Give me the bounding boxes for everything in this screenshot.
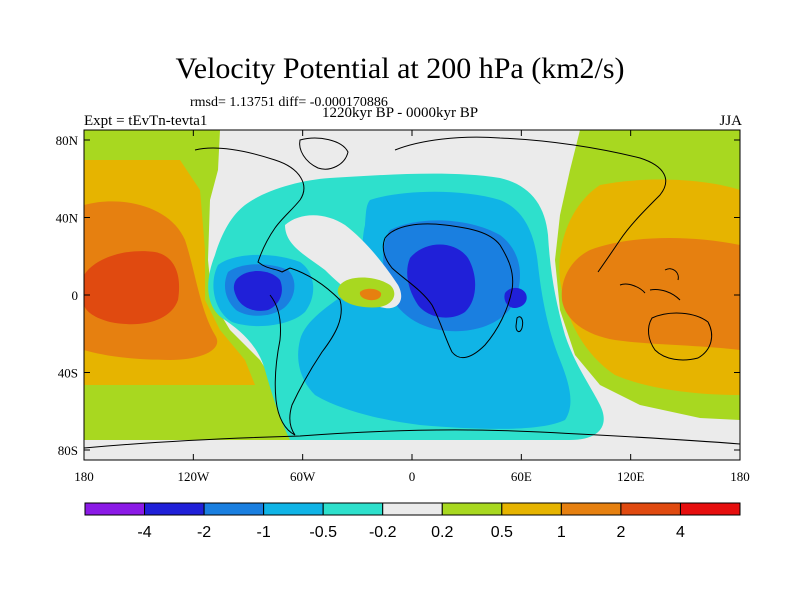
lat-label: 40S: [58, 366, 78, 381]
coast-africa: [382, 223, 514, 359]
colorbar-swatch: [441, 502, 503, 516]
coast-australia: [647, 312, 713, 361]
colorbar-label: 1: [557, 524, 566, 541]
colorbar-label: -1: [257, 524, 271, 541]
colorbar-label: -0.2: [369, 524, 397, 541]
colorbar-swatch: [501, 502, 562, 516]
time-period-subtitle: 1220kyr BP - 0000kyr BP: [321, 105, 479, 121]
lat-label: 40N: [56, 211, 79, 226]
colorbar-label: 0.2: [431, 524, 453, 541]
lat-label: 80S: [58, 443, 78, 458]
atlantic-positive-core: [359, 288, 382, 301]
america-minimum-level-4: [233, 271, 282, 311]
colorbar-labels: -4 -2 -1 -0.5 -0.2 0.2 0.5 1 2 4: [137, 524, 685, 541]
coast-antarctica: [84, 429, 740, 449]
lon-label: 180: [74, 469, 94, 484]
latitude-labels: 80N 40N 0 40S 80S: [56, 133, 79, 458]
indo-pacific-level-3: [561, 238, 740, 350]
coast-maritime-continent: [619, 268, 681, 301]
experiment-label: Expt = tEvTn-tevta1: [84, 113, 208, 129]
colorbar-swatch: [382, 502, 443, 516]
rmsd-diff-text: rmsd= 1.13751 diff= -0.000170886: [190, 95, 388, 110]
pacific-west-level-4: [84, 251, 180, 325]
africa-minimum-level-4: [407, 244, 476, 318]
lat-label: 80N: [56, 133, 79, 148]
lon-label: 180: [730, 469, 750, 484]
contour-field: [84, 130, 740, 460]
coast-greenland: [299, 137, 349, 170]
indian-ocean-minimum-level-4: [504, 287, 527, 308]
coast-north-america: [194, 147, 305, 273]
colorbar-swatch: [620, 502, 681, 516]
lon-label: 120E: [617, 469, 645, 484]
axis-ticks: [83, 130, 741, 460]
lon-label: 60W: [290, 469, 316, 484]
coastlines: [84, 136, 740, 449]
lon-label: 60E: [511, 469, 532, 484]
colorbar-swatch: [679, 502, 741, 516]
coast-madagascar: [515, 316, 524, 333]
colorbar-label: 0.5: [491, 524, 513, 541]
colorbar-swatch: [263, 502, 324, 516]
longitude-labels: 180 120W 60W 0 60E 120E 180: [74, 469, 750, 484]
colorbar-label: -2: [197, 524, 211, 541]
season-label: JJA: [719, 113, 742, 129]
colorbar-label: 2: [616, 524, 625, 541]
lat-label: 0: [72, 288, 79, 303]
colorbar-swatch: [560, 502, 622, 516]
lon-label: 0: [409, 469, 416, 484]
colorbar-label: 4: [676, 524, 685, 541]
map-title: Velocity Potential at 200 hPa (km2/s): [175, 52, 625, 85]
colorbar-swatch: [322, 502, 384, 516]
colorbar: [84, 502, 741, 516]
colorbar-swatch: [203, 502, 265, 516]
coast-south-america: [269, 267, 342, 436]
colorbar-label: -0.5: [309, 524, 337, 541]
lon-label: 120W: [177, 469, 210, 484]
colorbar-swatch: [84, 502, 146, 516]
coast-europe-asia: [394, 136, 667, 273]
colorbar-swatch: [144, 502, 205, 516]
colorbar-label: -4: [137, 524, 151, 541]
